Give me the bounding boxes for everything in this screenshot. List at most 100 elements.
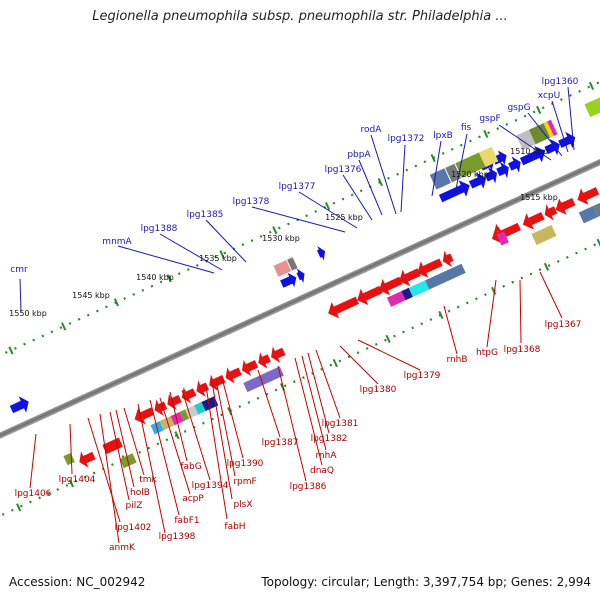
gene-arrow-reverse[interactable] [193,378,211,399]
gene-arrow-reverse[interactable] [439,249,456,270]
gene-arrow-reverse[interactable] [324,292,361,322]
scale-major-tick [491,286,497,295]
gene-box[interactable] [102,437,123,455]
gene-arrow-forward[interactable] [437,177,474,207]
gene-box[interactable] [455,152,486,178]
gene-label-forward: gspG [507,103,530,113]
gene-box[interactable] [408,280,430,297]
gene-label-reverse: htpG [476,348,498,358]
gene-arrow-reverse[interactable] [492,223,503,235]
gene-label-reverse: plsX [233,500,252,510]
gene-arrow-forward[interactable] [494,159,512,180]
gene-arrow-forward[interactable] [315,244,328,261]
gene-arrow-forward[interactable] [518,143,549,170]
gene-arrow-reverse[interactable] [541,202,559,223]
gene-label-forward: lpg1377 [279,182,316,192]
gene-arrow-forward[interactable] [295,266,308,284]
scale-major-tick [324,202,331,211]
gene-label-reverse: lpg1379 [404,371,441,381]
gene-arrow-reverse[interactable] [238,356,260,379]
gene-label-reverse: lpg1367 [545,320,582,330]
scale-dots-upper [0,49,600,408]
gene-box[interactable] [386,291,406,307]
gene-arrow-reverse[interactable] [178,384,198,406]
scale-major-tick [166,274,172,283]
gene-box[interactable] [516,129,536,151]
gene-box[interactable] [179,409,190,422]
gene-arrow-reverse[interactable] [414,254,445,281]
gene-box[interactable] [401,287,413,301]
gene-arrow-reverse[interactable] [151,397,169,418]
gene-arrow-forward[interactable] [278,270,299,291]
scale-major-tick [483,129,489,139]
gene-arrow-forward[interactable] [482,165,500,186]
gene-box[interactable] [425,263,466,290]
gene-arrow-reverse[interactable] [267,343,287,365]
gene-label-forward: lpg1385 [187,210,224,220]
gene-arrow-forward[interactable] [542,136,563,159]
gene-arrow-reverse[interactable] [255,350,273,371]
gene-label-reverse: lpg1406 [15,489,52,499]
gene-label-reverse: lpg1390 [227,459,264,469]
gene-arrow-forward[interactable] [556,129,579,152]
gene-arrow-reverse[interactable] [552,193,578,218]
genome-summary-text: Topology: circular; Length: 3,397,754 bp… [261,575,591,589]
gene-label-reverse: dnaQ [310,466,334,476]
gene-box[interactable] [478,146,499,168]
gene-box[interactable] [584,91,600,118]
accession-text: Accession: NC_002942 [9,575,146,589]
scale-tick-label: 1515 kbp [520,193,558,202]
gene-label-reverse: tmk [139,475,157,485]
map-title: Legionella pneumophila subsp. pneumophil… [92,9,508,24]
gene-box[interactable] [531,224,557,245]
gene-box[interactable] [528,123,551,145]
gene-box[interactable] [445,163,462,183]
gene-box[interactable] [185,405,199,419]
gene-arrow-reverse[interactable] [164,390,184,412]
gene-label-reverse: lpg1386 [290,482,327,492]
gene-label-reverse: fabF1 [174,516,199,526]
gene-box[interactable] [170,412,184,426]
scale-tick-label: 1535 kbp [199,254,237,263]
gene-arrow-reverse[interactable] [519,207,546,233]
gene-arrow-reverse[interactable] [76,447,98,470]
gene-box[interactable] [429,168,452,190]
gene-box[interactable] [543,121,554,138]
scale-major-tick [596,238,600,247]
gene-label-forward: rodA [361,125,383,135]
gene-label-reverse: lpg1398 [159,532,196,542]
gene-box[interactable] [159,416,175,431]
gene-label-forward: lpg1360 [542,77,579,87]
gene-arrow-reverse[interactable] [222,363,244,386]
gene-box[interactable] [243,366,284,393]
scale-major-tick [61,322,67,331]
gene-arrow-forward[interactable] [8,393,33,417]
gene-arrow-reverse[interactable] [574,183,600,209]
gene-label-reverse: lpg1368 [504,345,541,355]
gene-label-forward: lpg1376 [325,165,362,175]
gene-label-forward: lpxB [433,131,453,141]
gene-label-forward: xcpU [538,91,560,101]
gene-box[interactable] [194,402,206,415]
scale-major-tick [272,226,278,235]
gene-arrow-reverse[interactable] [131,403,157,428]
gene-arrow-reverse[interactable] [375,272,404,298]
scale-tick-label: 1550 kbp [9,309,47,318]
gene-arrow-reverse[interactable] [354,281,385,308]
gene-box[interactable] [496,231,509,246]
gene-label-reverse: rpmF [233,477,256,487]
scale-major-tick [8,346,14,355]
gene-box[interactable] [273,260,292,277]
gene-box[interactable] [201,396,219,412]
gene-box[interactable] [547,119,558,136]
gene-box[interactable] [287,257,298,271]
gene-box[interactable] [578,205,599,224]
gene-label-forward: lpg1378 [233,197,270,207]
scale-major-tick [588,81,595,90]
gene-arrow-forward[interactable] [506,154,524,175]
gene-arrow-reverse[interactable] [395,264,422,290]
gene-label-reverse: pilZ [126,501,143,511]
gene-arrow-forward[interactable] [467,170,490,193]
gene-box[interactable] [63,452,75,466]
